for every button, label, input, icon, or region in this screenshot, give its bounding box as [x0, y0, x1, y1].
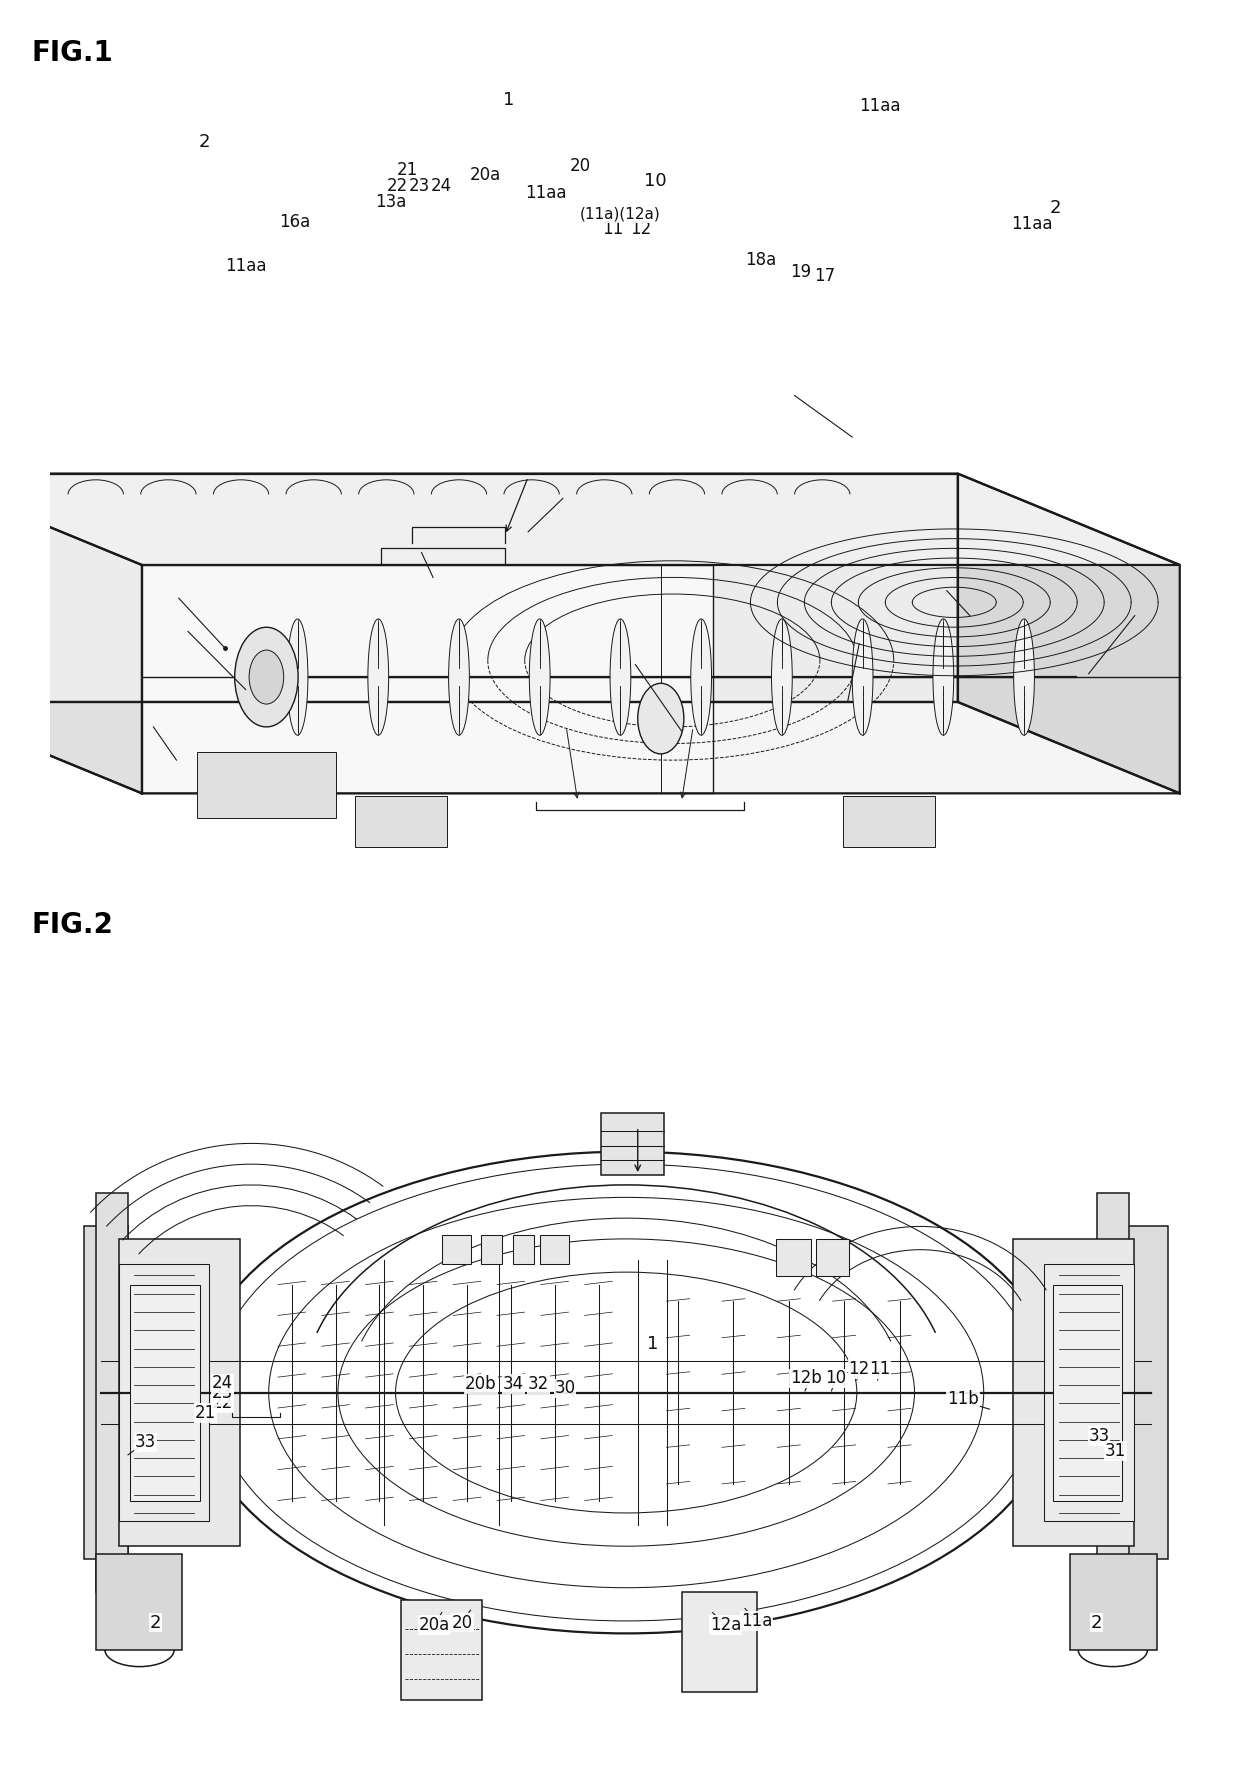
Polygon shape [0, 702, 1179, 793]
Ellipse shape [610, 620, 631, 736]
Text: 20: 20 [451, 1613, 472, 1632]
Text: 18a: 18a [745, 252, 776, 270]
FancyBboxPatch shape [776, 1239, 811, 1277]
Text: 12: 12 [848, 1361, 869, 1379]
Text: 31: 31 [1105, 1441, 1126, 1459]
Text: 11aa: 11aa [525, 184, 567, 202]
Text: FIG.2: FIG.2 [31, 911, 113, 939]
FancyBboxPatch shape [355, 797, 448, 847]
Text: 13a: 13a [376, 193, 407, 211]
Text: 10: 10 [826, 1370, 847, 1388]
Text: 20: 20 [569, 157, 590, 175]
Text: 30: 30 [554, 1379, 575, 1397]
Ellipse shape [1013, 620, 1034, 736]
FancyBboxPatch shape [441, 1234, 470, 1264]
Text: 20a: 20a [419, 1616, 450, 1634]
FancyBboxPatch shape [197, 752, 336, 818]
Text: 2: 2 [1091, 1613, 1102, 1632]
FancyBboxPatch shape [1125, 1227, 1168, 1559]
FancyBboxPatch shape [95, 1554, 182, 1650]
FancyBboxPatch shape [1013, 1239, 1133, 1547]
Ellipse shape [234, 627, 298, 727]
Text: 11a: 11a [740, 1613, 773, 1631]
Text: 23: 23 [409, 177, 430, 195]
Text: 21: 21 [195, 1404, 216, 1422]
Text: 11aa: 11aa [1012, 214, 1053, 232]
Ellipse shape [249, 650, 284, 704]
Polygon shape [0, 473, 957, 702]
FancyBboxPatch shape [119, 1239, 239, 1547]
FancyBboxPatch shape [95, 1193, 128, 1591]
Text: 11aa: 11aa [859, 96, 900, 114]
FancyBboxPatch shape [1044, 1264, 1133, 1522]
FancyBboxPatch shape [1096, 1193, 1128, 1591]
Text: 22: 22 [212, 1395, 233, 1413]
Text: 11: 11 [869, 1361, 890, 1379]
Text: 16a: 16a [279, 213, 311, 230]
Ellipse shape [449, 620, 470, 736]
Text: 20a: 20a [470, 166, 501, 184]
Text: 2: 2 [198, 134, 210, 152]
Text: 23: 23 [212, 1384, 233, 1402]
FancyBboxPatch shape [119, 1264, 208, 1522]
FancyBboxPatch shape [682, 1591, 756, 1691]
Text: 32: 32 [528, 1375, 549, 1393]
FancyBboxPatch shape [1053, 1284, 1122, 1500]
Text: 11: 11 [601, 220, 622, 238]
Text: 1: 1 [647, 1336, 658, 1354]
Text: 10: 10 [644, 171, 666, 191]
Ellipse shape [529, 620, 551, 736]
Polygon shape [141, 564, 713, 793]
Text: 24: 24 [432, 177, 453, 195]
Text: 2: 2 [150, 1613, 161, 1632]
FancyBboxPatch shape [1070, 1554, 1157, 1650]
Text: (11a)(12a): (11a)(12a) [580, 207, 661, 221]
Text: 1: 1 [503, 91, 515, 109]
Text: 19: 19 [790, 263, 811, 280]
Text: 20b: 20b [465, 1375, 497, 1393]
FancyBboxPatch shape [84, 1227, 128, 1559]
FancyBboxPatch shape [513, 1234, 534, 1264]
Text: 33: 33 [135, 1434, 156, 1452]
FancyBboxPatch shape [601, 1113, 665, 1175]
Text: 2: 2 [1049, 198, 1061, 216]
FancyBboxPatch shape [539, 1234, 569, 1264]
Text: FIG.1: FIG.1 [31, 39, 113, 68]
FancyBboxPatch shape [402, 1600, 482, 1700]
Text: 11b: 11b [947, 1390, 978, 1407]
Polygon shape [957, 473, 1179, 793]
Polygon shape [0, 473, 1179, 564]
Text: 17: 17 [813, 266, 835, 286]
Ellipse shape [852, 620, 873, 736]
Text: 12b: 12b [790, 1370, 822, 1388]
Ellipse shape [932, 620, 954, 736]
Ellipse shape [691, 620, 712, 736]
Text: 34: 34 [502, 1375, 523, 1393]
Ellipse shape [637, 684, 684, 754]
FancyBboxPatch shape [481, 1234, 502, 1264]
FancyBboxPatch shape [130, 1284, 200, 1500]
FancyBboxPatch shape [843, 797, 935, 847]
Ellipse shape [771, 620, 792, 736]
Text: 12: 12 [631, 220, 652, 238]
Text: 22: 22 [387, 177, 408, 195]
Text: 21: 21 [397, 161, 418, 179]
Text: 11aa: 11aa [224, 257, 267, 275]
Ellipse shape [368, 620, 388, 736]
FancyBboxPatch shape [816, 1239, 848, 1277]
Text: 24: 24 [212, 1375, 233, 1393]
Text: 12a: 12a [709, 1616, 742, 1634]
Polygon shape [0, 473, 141, 793]
Text: 33: 33 [1089, 1427, 1110, 1445]
Ellipse shape [288, 620, 308, 736]
